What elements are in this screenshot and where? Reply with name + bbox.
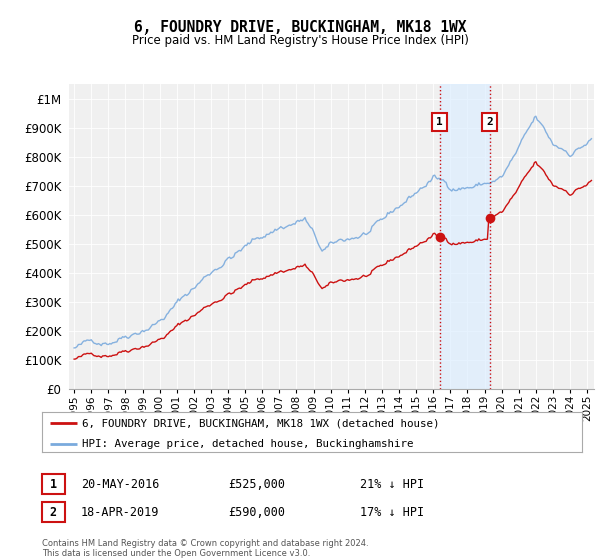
- Text: Price paid vs. HM Land Registry's House Price Index (HPI): Price paid vs. HM Land Registry's House …: [131, 34, 469, 46]
- Text: 6, FOUNDRY DRIVE, BUCKINGHAM, MK18 1WX (detached house): 6, FOUNDRY DRIVE, BUCKINGHAM, MK18 1WX (…: [83, 418, 440, 428]
- Text: HPI: Average price, detached house, Buckinghamshire: HPI: Average price, detached house, Buck…: [83, 438, 414, 449]
- Text: £590,000: £590,000: [228, 506, 285, 519]
- Text: 21% ↓ HPI: 21% ↓ HPI: [360, 478, 424, 491]
- Text: £525,000: £525,000: [228, 478, 285, 491]
- Text: 6, FOUNDRY DRIVE, BUCKINGHAM, MK18 1WX: 6, FOUNDRY DRIVE, BUCKINGHAM, MK18 1WX: [134, 20, 466, 35]
- Text: 17% ↓ HPI: 17% ↓ HPI: [360, 506, 424, 519]
- Text: 1: 1: [436, 117, 443, 127]
- Text: 20-MAY-2016: 20-MAY-2016: [81, 478, 160, 491]
- Text: 18-APR-2019: 18-APR-2019: [81, 506, 160, 519]
- Text: Contains HM Land Registry data © Crown copyright and database right 2024.
This d: Contains HM Land Registry data © Crown c…: [42, 539, 368, 558]
- Text: 2: 2: [50, 506, 57, 519]
- Text: 1: 1: [50, 478, 57, 491]
- Text: 2: 2: [486, 117, 493, 127]
- Bar: [440, 84, 490, 389]
